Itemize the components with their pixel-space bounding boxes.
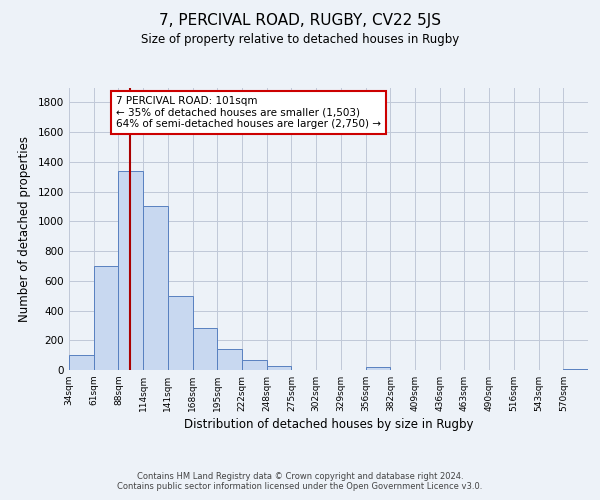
Text: Contains HM Land Registry data © Crown copyright and database right 2024.: Contains HM Land Registry data © Crown c… xyxy=(137,472,463,481)
Bar xyxy=(168,296,193,370)
Bar xyxy=(563,368,588,370)
Bar xyxy=(193,328,217,370)
Bar xyxy=(242,360,267,370)
Bar xyxy=(118,171,143,370)
Bar xyxy=(217,349,242,370)
Text: 7 PERCIVAL ROAD: 101sqm
← 35% of detached houses are smaller (1,503)
64% of semi: 7 PERCIVAL ROAD: 101sqm ← 35% of detache… xyxy=(116,96,381,129)
Text: 7, PERCIVAL ROAD, RUGBY, CV22 5JS: 7, PERCIVAL ROAD, RUGBY, CV22 5JS xyxy=(159,12,441,28)
Text: Contains public sector information licensed under the Open Government Licence v3: Contains public sector information licen… xyxy=(118,482,482,491)
Bar xyxy=(267,366,292,370)
Bar xyxy=(365,367,390,370)
Bar xyxy=(69,355,94,370)
X-axis label: Distribution of detached houses by size in Rugby: Distribution of detached houses by size … xyxy=(184,418,473,431)
Text: Size of property relative to detached houses in Rugby: Size of property relative to detached ho… xyxy=(141,32,459,46)
Y-axis label: Number of detached properties: Number of detached properties xyxy=(18,136,31,322)
Bar xyxy=(94,266,118,370)
Bar xyxy=(143,206,168,370)
